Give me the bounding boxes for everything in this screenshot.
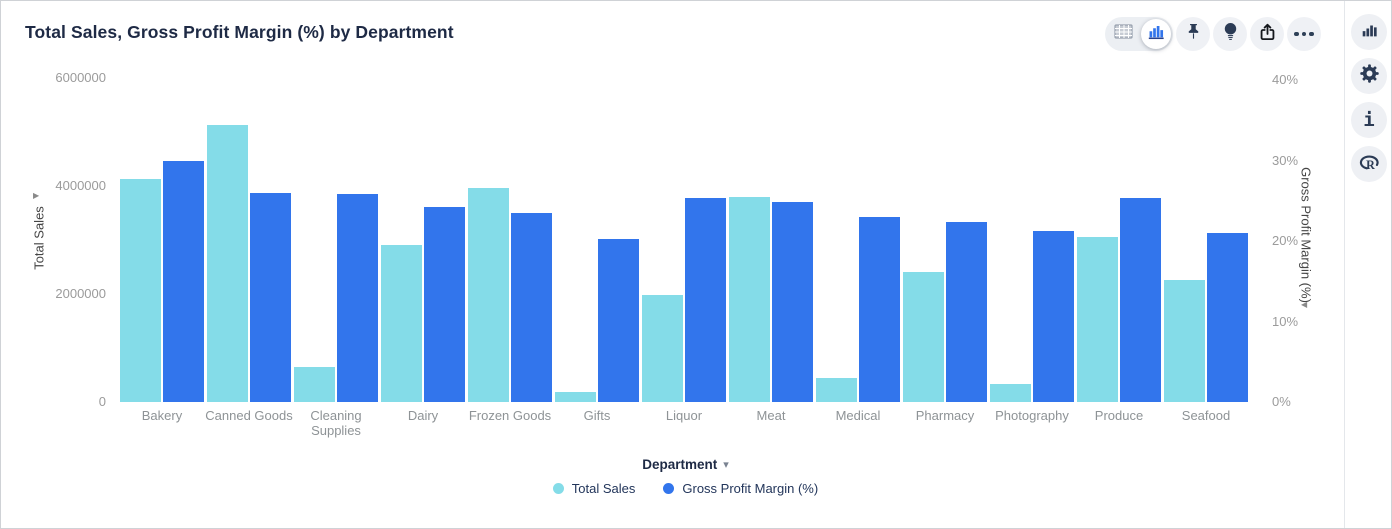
- x-category-label: Meat: [756, 408, 786, 423]
- bar-total-sales[interactable]: [381, 244, 422, 402]
- bar-gross-profit-margin[interactable]: [598, 239, 639, 402]
- more-options-button[interactable]: [1287, 17, 1321, 51]
- svg-text:R: R: [1366, 158, 1375, 172]
- right-axis-tick: 10%: [1272, 313, 1299, 329]
- left-axis-title: Total Sales: [31, 206, 47, 270]
- bar-chart-icon: [1147, 23, 1165, 46]
- bar-total-sales[interactable]: [1164, 279, 1205, 402]
- right-axis-sort-arrow[interactable]: ◀: [1301, 300, 1308, 309]
- x-category-label: Photography: [995, 408, 1069, 423]
- x-category-label: Gifts: [583, 408, 611, 423]
- x-category-label: Produce: [1094, 408, 1144, 423]
- bar-total-sales[interactable]: [207, 124, 248, 402]
- bar-total-sales[interactable]: [555, 391, 596, 402]
- bar-gross-profit-margin[interactable]: [163, 160, 204, 402]
- x-axis-field-label: Department: [642, 457, 718, 472]
- bar-total-sales[interactable]: [120, 178, 161, 402]
- x-category-label: Seafood: [1181, 408, 1231, 423]
- bar-gross-profit-margin[interactable]: [424, 207, 465, 402]
- left-axis-sort-arrow[interactable]: ▶: [33, 191, 40, 200]
- bar-total-sales[interactable]: [816, 378, 857, 402]
- legend-swatch: [663, 483, 675, 494]
- ellipsis-icon: [1294, 31, 1314, 37]
- gear-icon: [1359, 63, 1380, 89]
- view-toggle: [1105, 17, 1173, 51]
- r-logo-icon: R: [1358, 152, 1380, 177]
- bar-gross-profit-margin[interactable]: [250, 192, 291, 402]
- export-button[interactable]: [1250, 17, 1284, 51]
- bar-total-sales[interactable]: [642, 294, 683, 402]
- chart-legend: Total Sales Gross Profit Margin (%): [120, 481, 1251, 496]
- right-axis-title: Gross Profit Margin (%): [1298, 167, 1314, 303]
- table-grid-icon: [1113, 24, 1133, 44]
- left-axis-tick: 2000000: [55, 286, 106, 301]
- right-axis-tick: 40%: [1272, 72, 1299, 87]
- bar-gross-profit-margin[interactable]: [859, 216, 900, 402]
- bar-gross-profit-margin[interactable]: [337, 194, 378, 402]
- bar-gross-profit-margin[interactable]: [1207, 232, 1248, 402]
- insights-button[interactable]: [1213, 17, 1247, 51]
- right-axis-tick: 0%: [1272, 394, 1291, 409]
- chart-plot-area: 0 2000000 4000000 6000000 0% 10% 20% 30% 40% Bake…: [1, 1, 1344, 528]
- bar-total-sales[interactable]: [1077, 236, 1118, 402]
- chevron-down-icon: ▾: [723, 458, 729, 471]
- left-axis-tick: 4000000: [55, 178, 106, 193]
- widget-sidebar: i R: [1344, 1, 1391, 528]
- x-category-label: Liquor: [665, 408, 703, 423]
- r-script-button[interactable]: R: [1351, 146, 1387, 182]
- widget-toolbar: [1105, 17, 1321, 51]
- left-axis-tick: 0: [98, 394, 106, 409]
- bar-total-sales[interactable]: [990, 383, 1031, 402]
- bar-chart-icon: [1360, 21, 1378, 44]
- info-button[interactable]: i: [1351, 102, 1387, 138]
- legend-item[interactable]: Total Sales: [552, 481, 636, 496]
- x-category-label: Pharmacy: [915, 408, 975, 423]
- chart-type-button[interactable]: [1351, 14, 1387, 50]
- bar-total-sales[interactable]: [294, 366, 335, 402]
- x-category-label: Cleaning Supplies: [310, 408, 362, 438]
- pin-button[interactable]: [1176, 17, 1210, 51]
- bar-gross-profit-margin[interactable]: [946, 222, 987, 402]
- bar-gross-profit-margin[interactable]: [685, 197, 726, 402]
- chart-view-button[interactable]: [1141, 19, 1171, 49]
- bar-gross-profit-margin[interactable]: [1033, 231, 1074, 402]
- legend-item[interactable]: Gross Profit Margin (%): [663, 481, 818, 496]
- legend-swatch: [552, 483, 564, 494]
- bar-total-sales[interactable]: [903, 271, 944, 402]
- bar-gross-profit-margin[interactable]: [1120, 197, 1161, 402]
- lightbulb-icon: [1221, 21, 1240, 47]
- x-category-label: Dairy: [407, 408, 439, 423]
- bar-total-sales[interactable]: [468, 188, 509, 402]
- bar-gross-profit-margin[interactable]: [511, 212, 552, 402]
- legend-label: Total Sales: [571, 481, 636, 496]
- info-icon: i: [1363, 108, 1375, 131]
- x-axis-field-control[interactable]: Department ▾: [120, 457, 1251, 472]
- pin-icon: [1184, 22, 1203, 46]
- settings-button[interactable]: [1351, 58, 1387, 94]
- bar-total-sales[interactable]: [729, 197, 770, 402]
- bar-gross-profit-margin[interactable]: [772, 202, 813, 402]
- chart-title: Total Sales, Gross Profit Margin (%) by …: [25, 22, 454, 42]
- left-axis-tick: 6000000: [55, 70, 106, 85]
- legend-label: Gross Profit Margin (%): [682, 481, 819, 496]
- x-category-label: Medical: [835, 408, 881, 423]
- x-category-label: Frozen Goods: [468, 408, 552, 423]
- right-axis-tick: 30%: [1272, 152, 1299, 168]
- right-axis-tick: 20%: [1272, 233, 1299, 248]
- table-view-button[interactable]: [1107, 19, 1139, 49]
- export-icon: [1258, 22, 1277, 47]
- x-category-label: Bakery: [141, 408, 183, 423]
- x-category-label: Canned Goods: [205, 408, 293, 423]
